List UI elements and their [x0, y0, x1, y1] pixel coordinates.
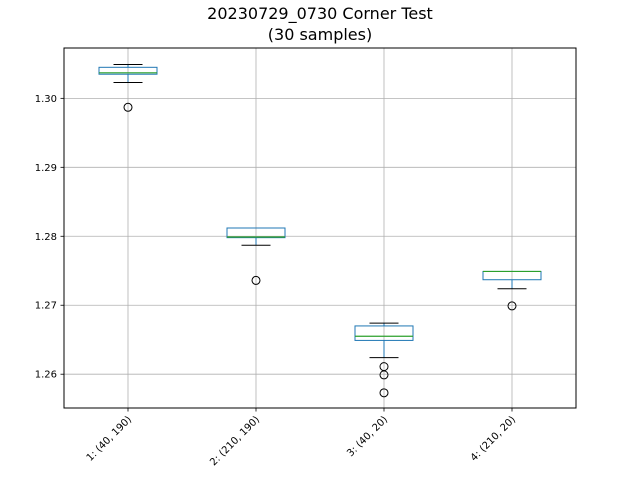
outlier-point: [123, 102, 133, 112]
grid-layer: [64, 48, 576, 408]
axis-layer: 1.26 1.27 1.28 1.29 1.30 1: (40, 190) 2: (210,…: [35, 94, 518, 468]
x-tick-label: 2: (210, 190): [208, 414, 262, 468]
box-iqr: [98, 66, 158, 75]
x-tick-label: 3: (40, 20): [345, 414, 390, 459]
y-tick-label: 1.26: [35, 370, 57, 381]
x-tick-label: 4: (210, 20): [469, 414, 518, 463]
outlier-point: [379, 370, 389, 380]
box-iqr: [226, 227, 286, 239]
box-layer: [98, 64, 542, 398]
outlier-point: [507, 301, 517, 311]
outlier-point: [251, 275, 261, 285]
x-tick-label: 1: (40, 190): [85, 414, 134, 463]
y-tick-label: 1.30: [35, 94, 57, 105]
plot-frame: [63, 47, 577, 409]
y-tick-label: 1.29: [35, 163, 57, 174]
y-tick-label: 1.27: [35, 301, 57, 312]
chart-title-line-2: (30 samples): [268, 25, 372, 44]
chart-title-line-1: 20230729_0730 Corner Test: [207, 4, 433, 24]
outlier-point: [379, 388, 389, 398]
y-tick-label: 1.28: [35, 232, 57, 243]
box-iqr: [354, 325, 414, 341]
